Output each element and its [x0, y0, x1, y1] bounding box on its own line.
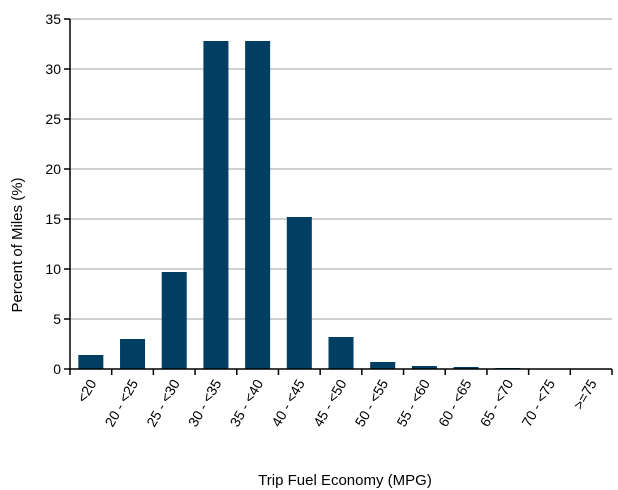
x-tick-label: 50 - <55	[352, 376, 392, 429]
y-tick-label: 5	[53, 311, 61, 327]
bar	[203, 41, 229, 369]
y-tick-label: 20	[45, 161, 61, 177]
bar	[286, 217, 312, 369]
x-tick-label: 20 - <25	[101, 376, 141, 429]
x-tick-label: 40 - <45	[268, 376, 308, 429]
y-tick-label: 25	[45, 111, 61, 127]
y-tick-label: 30	[45, 61, 61, 77]
bars	[78, 41, 604, 369]
x-tick-label: 65 - <70	[477, 376, 517, 429]
y-tick-label: 35	[45, 11, 61, 27]
x-tick-label: 30 - <35	[185, 376, 225, 429]
y-axis-title: Percent of Miles (%)	[9, 177, 26, 312]
x-axis-title: Trip Fuel Economy (MPG)	[258, 472, 432, 489]
bar	[370, 362, 396, 369]
x-tick-label: 45 - <50	[310, 376, 350, 429]
x-tick-labels: <20 20 - <25 25 - <30 30 - <35 35 - <40 40 - …	[74, 376, 600, 429]
x-tick-label: >=75	[570, 376, 600, 412]
bar	[245, 41, 271, 369]
bar	[78, 355, 104, 369]
x-tick-label: 25 - <30	[143, 376, 183, 429]
bar	[453, 367, 479, 369]
y-tick-label: 0	[53, 361, 61, 377]
bar	[411, 366, 437, 369]
x-tick-label: 60 - <65	[435, 376, 475, 429]
x-tick-label: 70 - <75	[518, 376, 558, 429]
bar	[328, 337, 354, 369]
y-tick-label: 10	[45, 261, 61, 277]
y-tick-labels: 0 5 10 15 20 25 30 35	[45, 11, 61, 377]
gridlines	[70, 18, 612, 320]
x-tick-label: 35 - <40	[226, 376, 266, 429]
axes	[64, 18, 613, 375]
x-tick-label: <20	[74, 376, 100, 405]
y-tick-label: 15	[45, 211, 61, 227]
x-tick-label: 55 - <60	[393, 376, 433, 429]
bar	[161, 272, 187, 369]
bar	[120, 339, 146, 369]
